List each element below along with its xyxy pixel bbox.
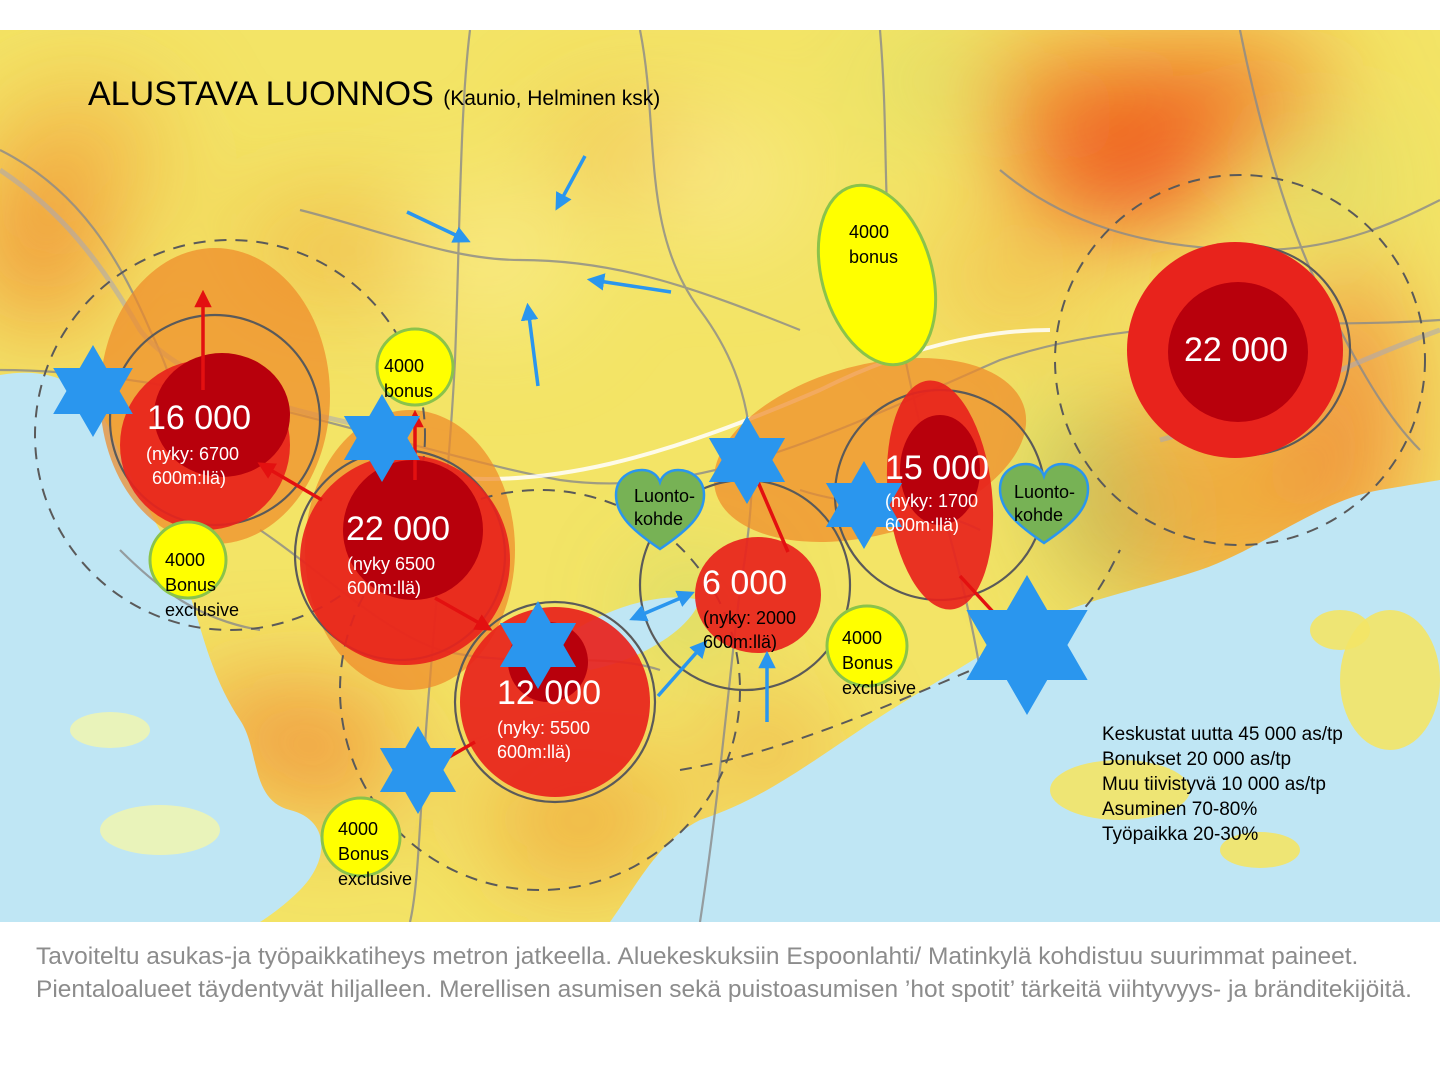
- nature-label-line: Luonto-: [634, 486, 696, 506]
- hotspot-value: 16 000: [147, 399, 251, 437]
- bonus-amount: 4000: [842, 628, 883, 648]
- hotspot-current: (nyky: 6700: [146, 444, 240, 464]
- heart-icon: [614, 468, 706, 551]
- bonus-shapes: [148, 183, 938, 878]
- hotspot-radius: 600m:llä): [703, 632, 778, 652]
- hotspot-far-east-core: [1168, 282, 1308, 422]
- bonus-scope: exclusive: [842, 677, 917, 698]
- arrow-red: [257, 462, 323, 502]
- nature-label-line: kohde: [1014, 504, 1064, 525]
- hotspot-radius: 600m:llä): [152, 468, 227, 488]
- bonus-circle: [320, 796, 402, 878]
- bonus-type: bonus: [849, 246, 899, 267]
- bonus-circle: [148, 520, 228, 600]
- arrow-blue: [406, 210, 471, 243]
- bonus-type: bonus: [384, 380, 434, 401]
- caption: Tavoiteltu asukas-ja työpaikkatiheys met…: [36, 943, 1412, 1004]
- page-title: ALUSTAVA LUONNOS (Kaunio, Helminen ksk): [88, 75, 660, 114]
- circle-inner: [453, 600, 657, 804]
- hotspot-value: 6 000: [702, 564, 788, 602]
- bonus-amount: 4000: [338, 819, 379, 839]
- bonus-type: Bonus: [338, 843, 390, 864]
- hotspot-radius: 600m:llä): [497, 742, 572, 762]
- hotspot-radius: 600m:llä): [885, 515, 960, 535]
- hotspot-current: (nyky: 2000: [703, 608, 797, 628]
- nature-label: Luonto- kohde: [634, 485, 695, 530]
- hotspot-value: 15 000: [885, 449, 989, 487]
- arrow-red: [756, 481, 790, 553]
- bonus-label: 4000 bonus: [849, 220, 898, 270]
- circle-outer: [34, 239, 426, 631]
- circle-outer: [339, 489, 741, 891]
- arrow-blue: [629, 590, 695, 622]
- bonus-amount: 4000: [384, 356, 425, 376]
- blue-arrows: [406, 155, 776, 722]
- arrow-red: [434, 596, 493, 631]
- map-graphics: [0, 30, 1440, 922]
- hotspot-current: (nyky: 1700: [885, 491, 979, 511]
- nature-hearts: [614, 462, 1090, 551]
- hotspot-value: 22 000: [346, 510, 450, 548]
- arrow-blue: [555, 155, 587, 211]
- nature-label-line: Luonto-: [1014, 482, 1076, 502]
- hotspot-center-core: [343, 460, 483, 600]
- legend-line: Bonukset 20 000 as/tp: [1102, 749, 1292, 771]
- circle-outer: [1054, 174, 1426, 546]
- hotspot-value: 22 000: [1184, 331, 1288, 369]
- hotspot-current: (nyky: 5500: [497, 718, 591, 738]
- hotspot-value: 12 000: [497, 674, 601, 712]
- bonus-label: 4000 bonus: [384, 354, 433, 404]
- arrow-blue: [656, 640, 708, 698]
- bonus-scope: exclusive: [165, 599, 240, 620]
- legend-line: Asuminen 70-80%: [1102, 799, 1258, 821]
- bonus-type: Bonus: [165, 574, 217, 595]
- arrow-blue: [520, 302, 540, 387]
- nature-label: Luonto- kohde: [1014, 481, 1075, 526]
- bonus-amount: 4000: [849, 222, 890, 242]
- hotspot-east-core: [900, 415, 980, 525]
- heart-icon: [998, 462, 1090, 545]
- arrow-blue: [586, 273, 672, 294]
- legend-line: Keskustat uutta 45 000 as/tp: [1102, 724, 1343, 745]
- hotspot-west-core: [154, 353, 290, 477]
- bonus-circle: [825, 604, 909, 688]
- nature-label-line: kohde: [634, 508, 684, 529]
- bonus-type: Bonus: [842, 652, 894, 673]
- bonus-label: 4000 Bonus exclusive: [165, 548, 239, 622]
- summary-legend: Keskustat uutta 45 000 as/tp Bonukset 20…: [1102, 722, 1343, 847]
- bonus-label: 4000 Bonus exclusive: [842, 626, 916, 700]
- legend-line: Työpaikka 20-30%: [1102, 824, 1259, 846]
- hotspot-radius: 600m:llä): [347, 578, 422, 598]
- map-area: 16 000 (nyky: 6700 600m:llä) 22 000 (nyk…: [0, 30, 1440, 922]
- bonus-circle: [375, 327, 455, 407]
- hotspot-mid-red: [695, 537, 821, 653]
- bonus-ellipse: [816, 183, 938, 367]
- title-authors: (Kaunio, Helminen ksk): [443, 87, 661, 110]
- legend-line: Muu tiivistyvä 10 000 as/tp: [1102, 774, 1326, 796]
- bonus-amount: 4000: [165, 550, 206, 570]
- hotspot-current: (nyky 6500: [347, 554, 436, 574]
- bonus-scope: exclusive: [338, 868, 413, 889]
- title-main: ALUSTAVA LUONNOS: [88, 75, 434, 113]
- bonus-label: 4000 Bonus exclusive: [338, 817, 412, 891]
